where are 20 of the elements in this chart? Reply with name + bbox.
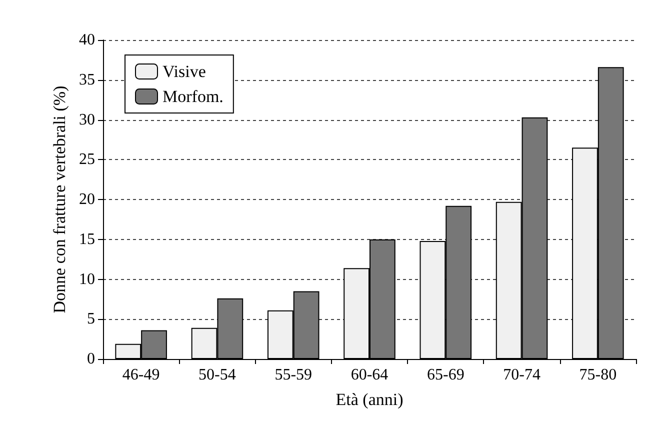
y-tick-label: 25 (79, 151, 95, 168)
x-tick-label: 50-54 (198, 366, 236, 384)
x-tick-label: 60-64 (350, 366, 388, 384)
y-tick-label: 10 (79, 270, 95, 288)
x-tick-label: 70-74 (503, 366, 540, 384)
y-tick-label: 30 (79, 111, 95, 128)
legend-label: Morfom. (162, 87, 224, 106)
y-tick-label: 40 (79, 32, 95, 48)
y-tick-label: 20 (79, 191, 95, 208)
y-tick-label: 5 (87, 310, 95, 328)
x-tick-label: 75-80 (579, 366, 617, 384)
legend-label: Visive (162, 62, 206, 81)
x-tick-label: 46-49 (122, 366, 160, 384)
y-tick-label: 15 (79, 230, 95, 248)
y-tick-label: 0 (87, 350, 95, 368)
x-tick-label: 55-59 (274, 366, 312, 384)
y-tick-label: 35 (79, 71, 95, 88)
x-tick-label: 65-69 (426, 366, 464, 384)
y-axis-title: Donne con fratture vertebrali (%) (50, 86, 70, 314)
x-axis-title: Età (anni) (336, 390, 404, 409)
